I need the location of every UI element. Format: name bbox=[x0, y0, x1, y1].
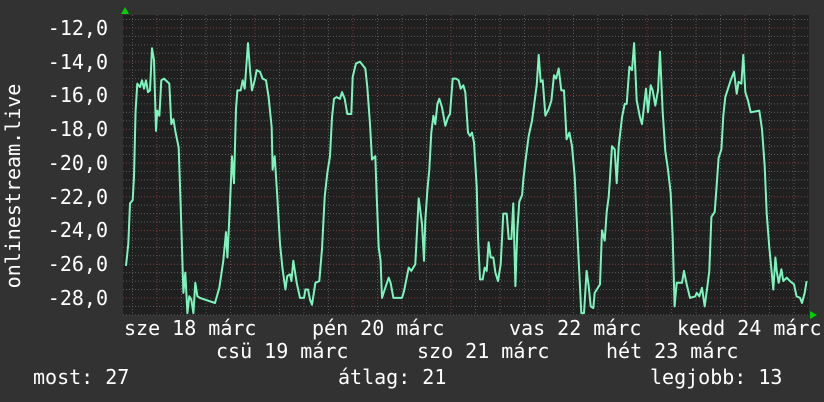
y-axis-title: onlinestream.live bbox=[1, 83, 25, 289]
y-tick-label: -28,0 bbox=[47, 285, 108, 310]
y-axis-arrow-icon bbox=[121, 7, 129, 14]
y-tick-label: -26,0 bbox=[47, 252, 108, 277]
x-axis-arrow-icon bbox=[810, 311, 817, 319]
x-tick-label: csü 19 márc bbox=[216, 339, 349, 363]
y-tick-label: -20,0 bbox=[47, 150, 108, 175]
y-tick-label: -16,0 bbox=[47, 83, 108, 108]
x-tick-label: szo 21 márc bbox=[417, 339, 550, 363]
x-tick-label: hét 23 márc bbox=[606, 339, 739, 363]
y-tick-label: -24,0 bbox=[47, 218, 108, 243]
y-tick-label: -22,0 bbox=[47, 184, 108, 209]
y-tick-label: -14,0 bbox=[47, 49, 108, 74]
series-line bbox=[125, 42, 808, 315]
x-tick-label: kedd 24 márc bbox=[677, 316, 822, 340]
y-tick-label: -12,0 bbox=[47, 15, 108, 40]
legend-current: most: 27 bbox=[33, 365, 130, 389]
plot-area bbox=[123, 15, 809, 315]
legend-average: átlag: 21 bbox=[338, 365, 447, 389]
y-tick-label: -18,0 bbox=[47, 117, 108, 142]
x-tick-label: pén 20 márc bbox=[312, 316, 445, 340]
x-tick-label: sze 18 márc bbox=[124, 316, 257, 340]
x-tick-label: vas 22 márc bbox=[509, 316, 642, 340]
legend-max: legjobb: 13 bbox=[650, 365, 783, 389]
